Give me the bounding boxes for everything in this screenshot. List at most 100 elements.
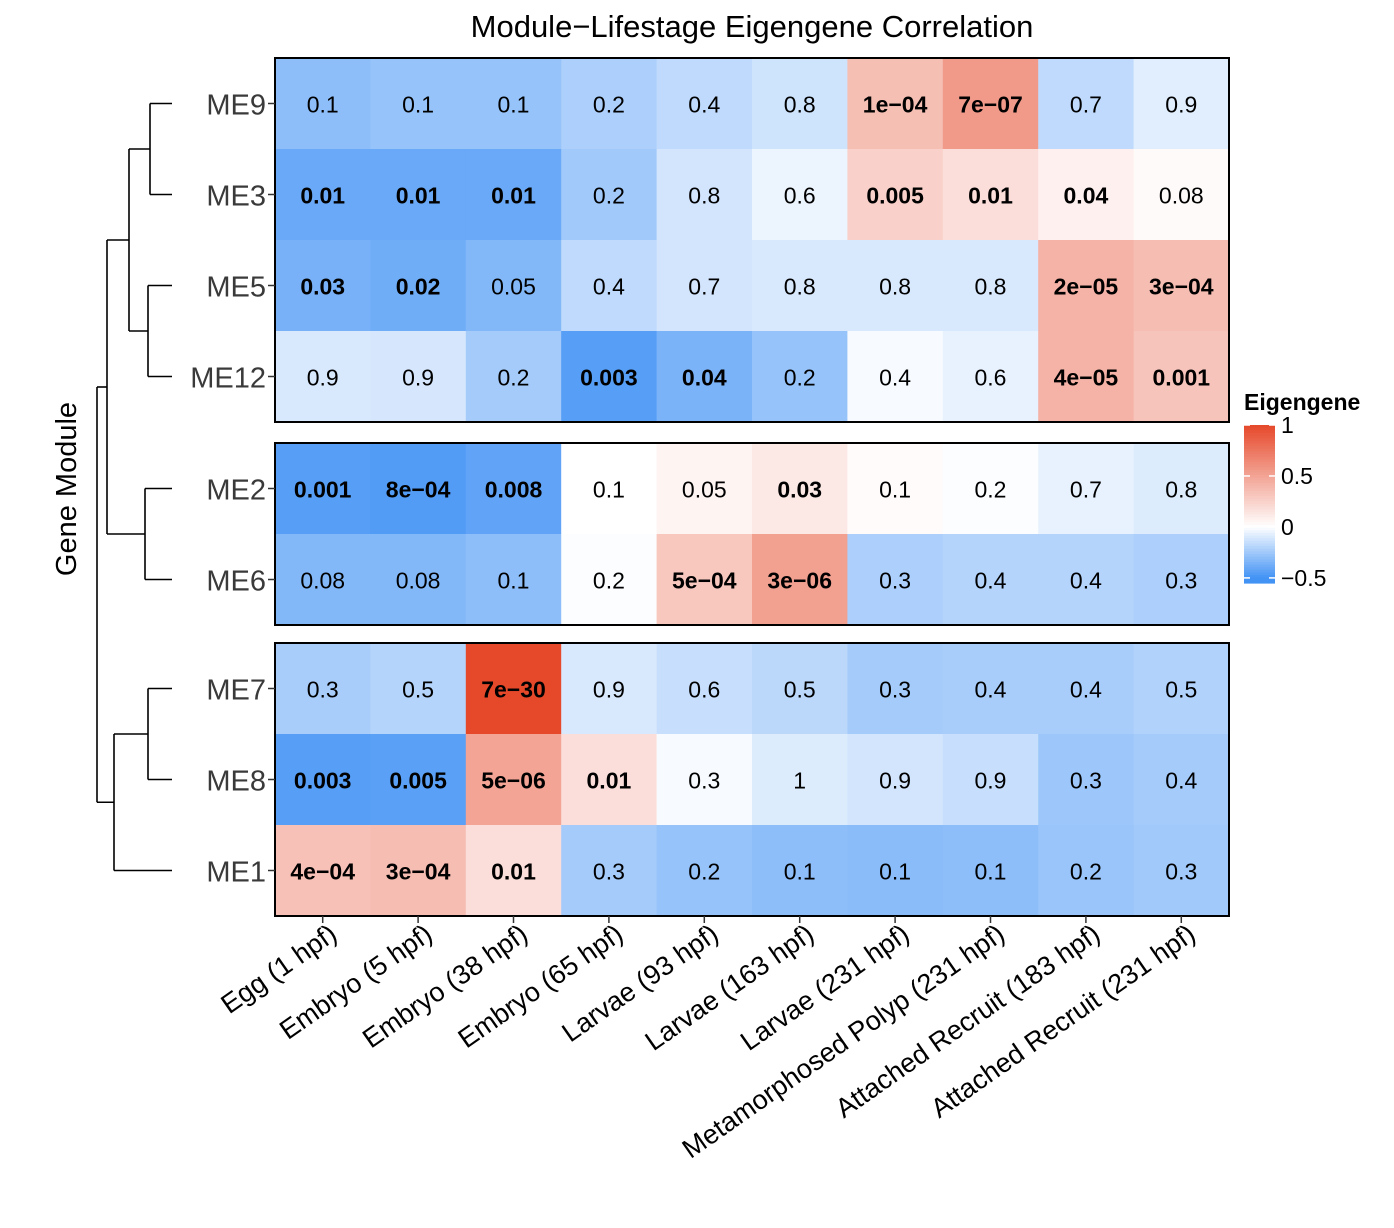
cell-label: 0.1	[879, 859, 911, 885]
heatmap-cell	[752, 331, 848, 423]
cell-label: 0.9	[975, 768, 1007, 794]
heatmap-cell	[275, 643, 371, 735]
legend-gradient-step	[1244, 446, 1275, 450]
heatmap-cell	[847, 443, 944, 535]
legend-gradient-step	[1244, 451, 1275, 455]
heatmap-cell	[561, 734, 658, 826]
cell-label: 0.08	[396, 568, 441, 594]
legend-gradient-step	[1244, 517, 1275, 521]
cell-label: 0.08	[1159, 183, 1204, 209]
heatmap-cell	[942, 443, 1039, 535]
heatmap-cell	[1038, 240, 1135, 332]
legend-gradient-step	[1244, 448, 1275, 452]
heatmap-cells: 0.1 0.1 0.1 0.2 0.4 0.8 1e−04 7e−07 0.7 0.9 0.01 0.…	[275, 58, 1230, 917]
heatmap-cell	[942, 643, 1039, 735]
cell-label: 0.2	[593, 568, 625, 594]
heatmap-cell	[370, 643, 467, 735]
legend-gradient-step	[1244, 456, 1275, 460]
cell-label: 0.01	[491, 183, 536, 209]
heatmap-cell	[942, 825, 1039, 917]
cell-label: 0.4	[975, 677, 1007, 703]
cell-label: 5e−06	[481, 768, 546, 794]
column-labels: Egg (1 hpf)Embryo (5 hpf)Embryo (38 hpf)…	[216, 916, 1201, 1164]
heatmap-cell	[275, 734, 371, 826]
heatmap-cell	[561, 149, 658, 241]
heatmap-cell	[370, 240, 467, 332]
heatmap-cell	[561, 58, 658, 150]
heatmap-cell	[847, 331, 944, 423]
heatmap-cell	[1133, 240, 1230, 332]
heatmap-cell	[942, 734, 1039, 826]
cell-label: 1e−04	[863, 92, 928, 118]
cell-label: 0.001	[294, 477, 352, 503]
cell-label: 4e−04	[290, 859, 355, 885]
heatmap-cell	[656, 240, 753, 332]
cell-label: 0.1	[498, 92, 530, 118]
heatmap-cell	[275, 443, 371, 535]
heatmap-cell	[465, 240, 562, 332]
heatmap-cell	[275, 825, 371, 917]
cell-label: 0.05	[682, 477, 727, 503]
heatmap-cell	[847, 734, 944, 826]
cell-label: 0.005	[389, 768, 447, 794]
cell-label: 2e−05	[1054, 274, 1119, 300]
cell-label: 0.7	[688, 274, 720, 300]
legend-gradient-step	[1244, 567, 1275, 571]
heatmap-cell	[370, 58, 467, 150]
heatmap-cell	[275, 534, 371, 626]
row-label: ME3	[206, 181, 266, 213]
cell-label: 0.9	[593, 677, 625, 703]
column-label: Embryo (65 hpf)	[453, 918, 629, 1054]
cell-label: 4e−05	[1054, 365, 1119, 391]
cell-label: 0.4	[1070, 568, 1102, 594]
legend-gradient-step	[1244, 548, 1275, 552]
heatmap-cell	[752, 240, 848, 332]
row-label: ME9	[206, 90, 266, 122]
cell-label: 0.005	[866, 183, 924, 209]
legend-gradient-step	[1244, 546, 1275, 550]
legend-tick-label: −0.5	[1281, 565, 1326, 591]
cell-label: 7e−07	[958, 92, 1023, 118]
legend-gradient-step	[1244, 461, 1275, 466]
legend-gradient-step	[1244, 482, 1275, 487]
legend-tick-label: 0	[1281, 514, 1294, 540]
heatmap-cell	[752, 825, 848, 917]
legend-gradient-step	[1244, 506, 1275, 510]
legend-gradient-step	[1244, 540, 1275, 545]
heatmap-cell	[942, 58, 1039, 150]
heatmap-cell	[847, 534, 944, 626]
legend-gradient-step	[1244, 475, 1275, 479]
heatmap-cell	[561, 240, 658, 332]
heatmap-cell	[656, 58, 753, 150]
heatmap-cell	[465, 149, 562, 241]
row-label: ME5	[206, 272, 266, 304]
cell-label: 0.5	[402, 677, 434, 703]
legend-gradient-step	[1244, 440, 1275, 445]
row-label: ME12	[190, 363, 266, 395]
cell-label: 3e−04	[1149, 274, 1214, 300]
heatmap-cell	[1133, 734, 1230, 826]
legend-gradient-step	[1244, 488, 1275, 492]
column-label: Larvae (163 hpf)	[640, 918, 820, 1056]
heatmap-cell	[561, 825, 658, 917]
legend-gradient-step	[1244, 435, 1275, 439]
legend-gradient-step	[1244, 425, 1275, 429]
legend-gradient-step	[1244, 480, 1275, 484]
cell-label: 0.2	[593, 183, 625, 209]
cell-label: 0.2	[688, 859, 720, 885]
cell-label: 1	[793, 768, 806, 794]
heatmap-cell	[1038, 331, 1135, 423]
cell-label: 0.3	[688, 768, 720, 794]
legend-gradient-step	[1244, 459, 1275, 463]
cell-label: 0.9	[307, 365, 339, 391]
row-label: ME1	[206, 857, 266, 889]
heatmap-cell	[752, 149, 848, 241]
cell-label: 0.9	[1165, 92, 1197, 118]
heatmap-cell	[942, 331, 1039, 423]
legend-gradient-step	[1244, 504, 1275, 508]
legend-gradient-step	[1244, 572, 1275, 576]
heatmap-cell	[1133, 58, 1230, 150]
cell-label: 0.1	[879, 477, 911, 503]
heatmap-cell	[1133, 534, 1230, 626]
heatmap-cell	[847, 149, 944, 241]
